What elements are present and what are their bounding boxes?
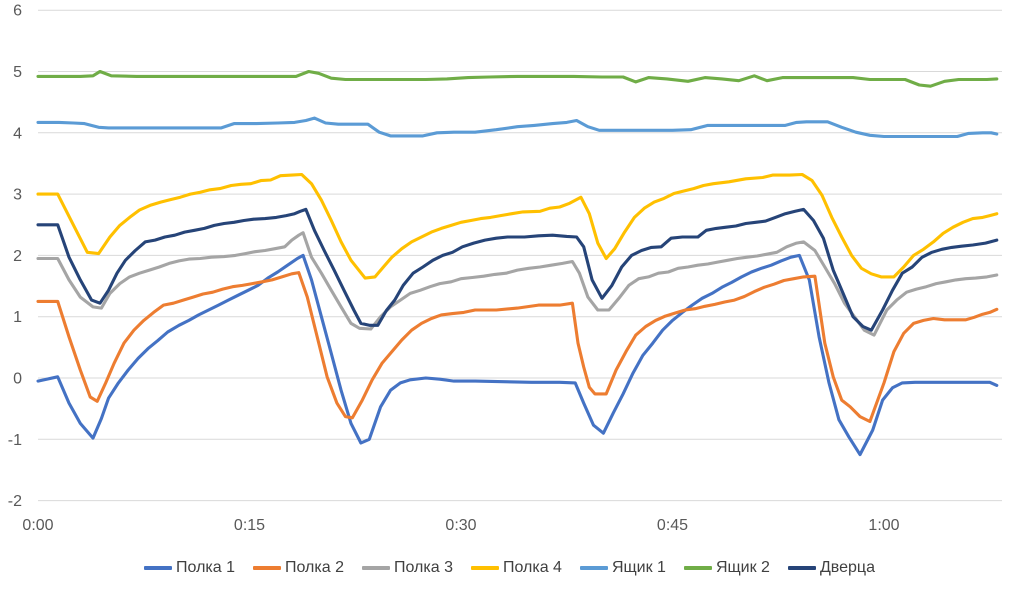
series-line-polka-2 xyxy=(36,271,999,424)
y-axis-label: 4 xyxy=(13,125,22,142)
series-line-yashchik-2 xyxy=(36,69,999,88)
y-axis-label: 1 xyxy=(13,309,22,326)
legend-line-marker-polka-2 xyxy=(253,566,281,570)
legend-item-yashchik-2: Ящик 2 xyxy=(683,559,770,577)
legend-line-marker-dvertsa xyxy=(787,566,816,570)
series-line-yashchik-1 xyxy=(36,116,999,139)
legend-label: Полка 3 xyxy=(393,559,453,576)
x-axis-label: 0:00 xyxy=(22,517,53,534)
line-chart: 6 5 4 3 2 1 0 -1 -2 0:00 0:15 0:30 0:45 1:00 xyxy=(8,3,1002,534)
legend-item-polka-4: Полка 4 xyxy=(470,559,562,577)
legend-line-marker-yashchik-1 xyxy=(579,566,608,570)
chart-legend: Полка 1 Полка 2 Полка 3 Полка 4 Ящик 1 Ящик 2… xyxy=(0,553,1019,583)
series-line-polka-3 xyxy=(36,231,999,337)
y-axis-label: 2 xyxy=(13,248,22,265)
y-axis: 6 5 4 3 2 1 0 -1 -2 xyxy=(8,3,22,510)
y-axis-label: 6 xyxy=(13,3,22,20)
series-line-dvertsa xyxy=(36,207,999,332)
series-line-polka-4 xyxy=(36,172,999,280)
y-axis-label: -1 xyxy=(8,432,22,449)
legend-label: Полка 2 xyxy=(285,559,344,576)
plot-area xyxy=(36,69,999,457)
legend-label: Полка 1 xyxy=(176,559,235,576)
legend-line-marker-polka-1 xyxy=(144,566,173,570)
x-axis-label: 0:30 xyxy=(445,517,476,534)
series-line-polka-1 xyxy=(36,253,999,457)
y-axis-label: -2 xyxy=(8,493,22,510)
y-axis-label: 3 xyxy=(13,187,22,204)
legend-item-yashchik-1: Ящик 1 xyxy=(579,559,666,577)
x-axis-label: 0:15 xyxy=(234,517,265,534)
legend-label: Ящик 2 xyxy=(715,559,770,576)
gridlines xyxy=(38,9,1002,502)
y-axis-label: 0 xyxy=(13,371,22,388)
legend-item-polka-2: Полка 2 xyxy=(253,559,344,577)
legend-item-dvertsa: Дверца xyxy=(787,559,875,577)
x-axis: 0:00 0:15 0:30 0:45 1:00 xyxy=(22,517,899,534)
x-axis-label: 1:00 xyxy=(868,517,899,534)
legend-line-marker-polka-3 xyxy=(361,566,390,570)
legend-label: Ящик 1 xyxy=(611,559,666,576)
x-axis-label: 0:45 xyxy=(657,517,688,534)
legend-item-polka-3: Полка 3 xyxy=(361,559,453,577)
legend-line-marker-polka-4 xyxy=(470,566,499,570)
legend-line-marker-yashchik-2 xyxy=(683,566,712,570)
legend-item-polka-1: Полка 1 xyxy=(144,559,235,577)
legend-label: Дверца xyxy=(819,559,875,576)
y-axis-label: 5 xyxy=(13,64,22,81)
legend-label: Полка 4 xyxy=(502,559,562,576)
